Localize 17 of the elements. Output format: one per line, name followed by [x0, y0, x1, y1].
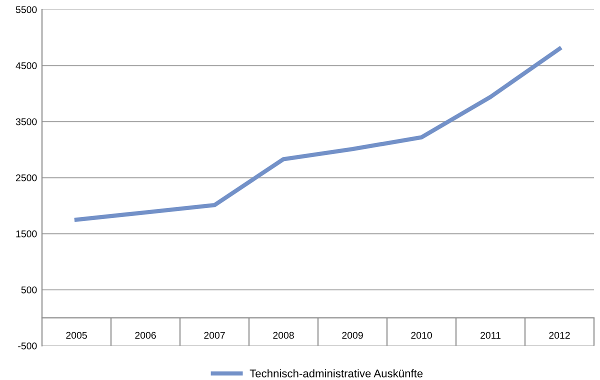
x-tick-label: 2007 [204, 332, 225, 339]
x-tick-label: 2012 [549, 332, 570, 339]
x-tick-label: 2006 [135, 332, 156, 339]
y-tick-label: 4500 [16, 62, 37, 70]
y-tick-label: 1500 [16, 230, 37, 238]
x-tick-label: 2010 [411, 332, 432, 339]
x-tick-label: 2005 [66, 332, 87, 339]
x-tick-label: 2008 [273, 332, 294, 339]
x-tick-label: 2009 [342, 332, 363, 339]
x-tick-label: 2011 [480, 332, 500, 339]
y-tick-label: 500 [21, 286, 37, 294]
y-tick-label: 2500 [16, 174, 37, 182]
y-tick-label: -500 [18, 342, 37, 350]
y-tick-label: 3500 [16, 118, 37, 126]
legend-label: Technisch-administrative Auskünfte [250, 369, 423, 378]
line-series [74, 46, 562, 222]
y-tick-label: 5500 [16, 6, 37, 14]
